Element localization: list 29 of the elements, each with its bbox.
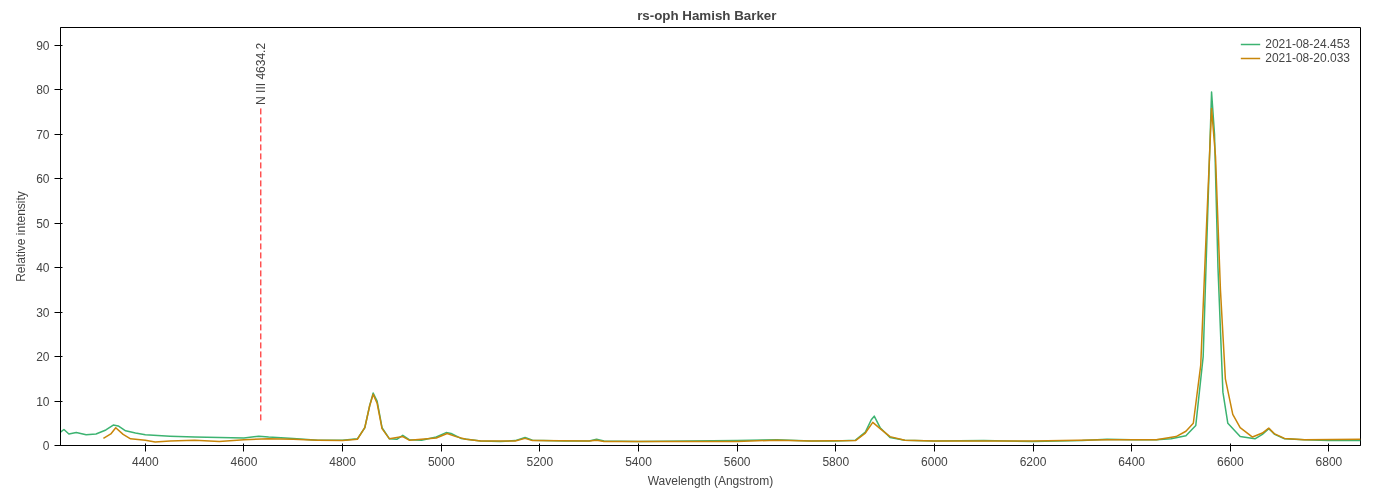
y-tick-label: 80 [36, 83, 50, 98]
x-tick-label: 5400 [625, 454, 653, 469]
y-tick-label: 40 [36, 261, 50, 276]
x-tick-label: 4400 [131, 454, 159, 469]
y-tick-label: 90 [36, 38, 50, 53]
y-axis-title: Relative intensity [14, 191, 29, 282]
x-tick-label: 5800 [822, 454, 850, 469]
y-tick-label: 30 [36, 305, 50, 320]
legend-label: 2021-08-24.453 [1265, 37, 1350, 51]
x-tick-label: 6600 [1216, 454, 1244, 469]
x-tick-label: 4800 [329, 454, 357, 469]
x-tick-label: 6800 [1315, 454, 1343, 469]
x-tick-label: 5200 [526, 454, 554, 469]
x-tick-label: 4600 [230, 454, 258, 469]
chart-title: rs-oph Hamish Barker [637, 7, 777, 23]
y-tick-label: 50 [36, 216, 50, 231]
ref-line-label: N III 4634.2 [253, 42, 268, 105]
x-tick-label: 6200 [1019, 454, 1047, 469]
y-tick-label: 60 [36, 172, 50, 187]
x-tick-label: 6400 [1118, 454, 1146, 469]
x-tick-label: 5600 [723, 454, 751, 469]
y-tick-label: 70 [36, 127, 50, 142]
y-tick-label: 10 [36, 394, 50, 409]
y-tick-label: 0 [42, 439, 50, 453]
legend-label: 2021-08-20.033 [1265, 51, 1350, 65]
x-tick-label: 6000 [921, 454, 949, 469]
x-axis-title: Wavelength (Angstrom) [647, 473, 774, 488]
x-tick-label: 5000 [427, 454, 455, 469]
y-tick-label: 20 [36, 350, 50, 365]
